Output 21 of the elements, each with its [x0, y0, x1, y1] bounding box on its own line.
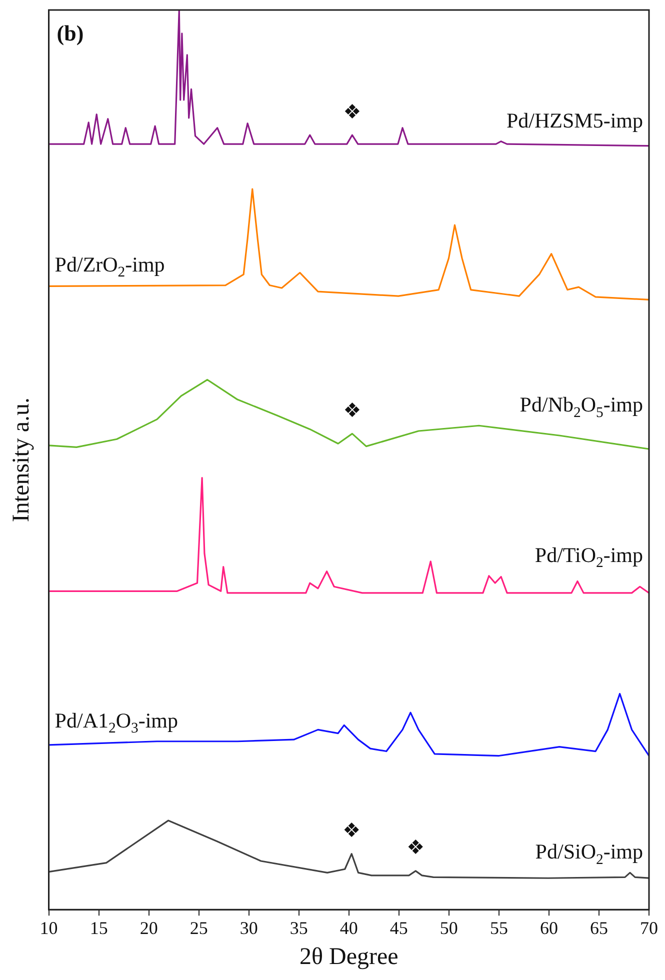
x-tick-label: 15	[90, 918, 108, 938]
series-label: Pd/HZSM5-imp	[506, 108, 644, 132]
x-tick-label: 10	[40, 918, 58, 938]
y-axis-title: Intensity a.u.	[8, 397, 35, 522]
x-tick-label: 30	[240, 918, 258, 938]
x-axis-title: 2θ Degree	[300, 944, 398, 970]
annotation: ❖	[343, 400, 362, 422]
x-tick-label: 65	[590, 918, 608, 938]
x-tick-label: 70	[640, 918, 658, 938]
x-tick-label: 40	[340, 918, 358, 938]
x-tick-label: 50	[440, 918, 458, 938]
annotation: (b)	[56, 20, 84, 46]
x-tick-label: 20	[140, 918, 158, 938]
x-tick-label: 25	[190, 918, 208, 938]
annotation: ❖	[342, 820, 361, 842]
x-tick-label: 60	[540, 918, 558, 938]
x-tick-label: 35	[290, 918, 308, 938]
x-tick-label: 55	[490, 918, 508, 938]
annotation: ❖	[406, 837, 425, 860]
x-tick-label: 45	[390, 918, 408, 938]
annotation: ❖	[343, 101, 362, 124]
